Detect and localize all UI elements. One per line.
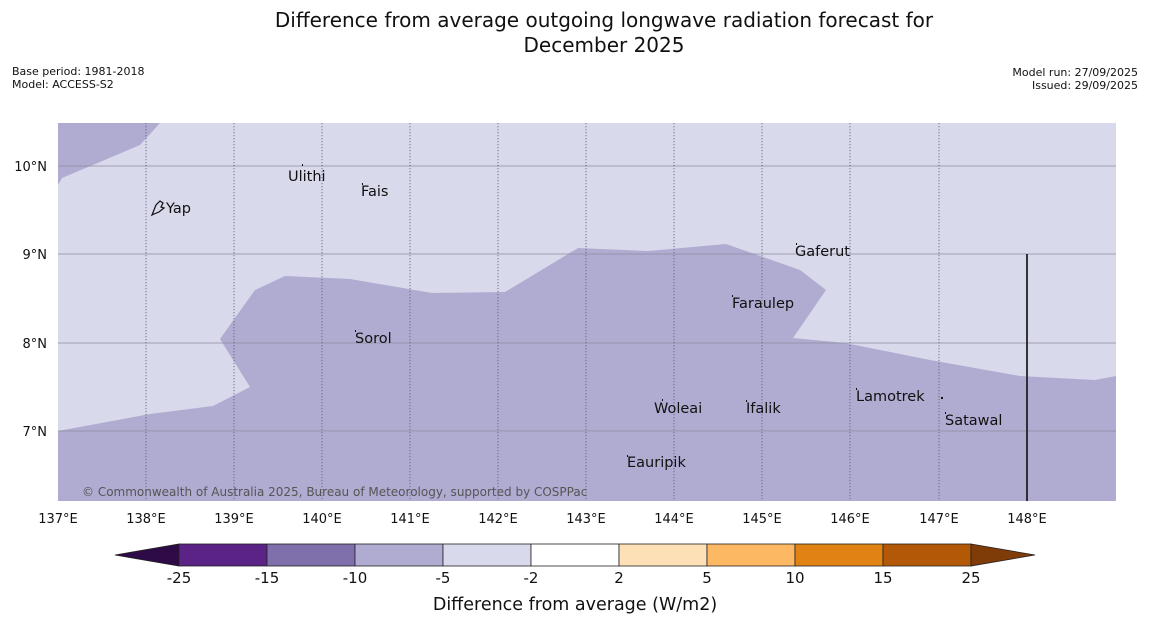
colorbar: -25 -15 -10 -5 -2 2 5 10 15 25 Differenc… [114, 543, 1036, 615]
place-ulithi: Ulithi [288, 169, 326, 185]
colorbar-label: -25 [167, 569, 192, 587]
island-markers [302, 164, 946, 457]
place-woleai: Woleai [654, 401, 702, 417]
colorbar-label: -5 [436, 569, 451, 587]
lon-tick-labels: 137°E 138°E 139°E 140°E 141°E 142°E 143°… [38, 512, 1047, 527]
colorbar-segment [706, 543, 796, 567]
colorbar-label: 5 [702, 569, 712, 587]
colorbar-label: -15 [255, 569, 280, 587]
colorbar-extend-high [970, 543, 1036, 567]
colorbar-extend-low [114, 543, 180, 567]
chart-title: Difference from average outgoing longwav… [0, 8, 1150, 58]
colorbar-segment [442, 543, 532, 567]
lon-tick: 145°E [742, 512, 782, 527]
lon-tick: 142°E [478, 512, 518, 527]
base-period: Base period: 1981-2018 [12, 65, 145, 78]
lat-tick-labels: 10°N 9°N 8°N 7°N [14, 160, 47, 440]
place-yap: Yap [165, 201, 191, 217]
lon-tick: 140°E [302, 512, 342, 527]
colorbar-label: 10 [785, 569, 804, 587]
model-run: Model run: 27/09/2025 [1012, 66, 1138, 79]
lat-tick: 8°N [23, 337, 48, 352]
place-satawal: Satawal [945, 413, 1002, 429]
colorbar-label: 2 [614, 569, 624, 587]
lon-tick: 143°E [566, 512, 606, 527]
meta-right: Model run: 27/09/2025 Issued: 29/09/2025 [1012, 66, 1138, 92]
yap-island-icon [150, 200, 166, 217]
copyright-notice: © Commonwealth of Australia 2025, Bureau… [82, 485, 587, 499]
colorbar-segment [178, 543, 268, 567]
place-eauripik: Eauripik [627, 455, 686, 471]
place-sorol: Sorol [355, 331, 392, 347]
colorbar-label: -10 [343, 569, 368, 587]
colorbar-label: 25 [961, 569, 980, 587]
colorbar-segment [354, 543, 444, 567]
place-lamotrek: Lamotrek [856, 389, 925, 405]
top-left-anomaly [58, 123, 160, 185]
colorbar-segment [794, 543, 884, 567]
lat-tick: 10°N [14, 160, 47, 175]
lon-tick: 144°E [654, 512, 694, 527]
colorbar-label: 15 [873, 569, 892, 587]
map-area: Yap Ulithi Fais Gaferut Faraulep Sorol L… [58, 123, 1116, 501]
lon-tick: 146°E [830, 512, 870, 527]
lat-tick: 7°N [23, 425, 48, 440]
model-name: Model: ACCESS-S2 [12, 78, 114, 91]
colorbar-segment [530, 543, 620, 567]
colorbar-segment [618, 543, 708, 567]
lon-tick: 137°E [38, 512, 78, 527]
issued-date: Issued: 29/09/2025 [1031, 79, 1138, 92]
title-line-2: December 2025 [523, 33, 685, 57]
place-faraulep: Faraulep [732, 296, 794, 312]
lon-tick: 139°E [214, 512, 254, 527]
place-fais: Fais [361, 184, 388, 200]
colorbar-label: -2 [524, 569, 539, 587]
lon-tick: 147°E [919, 512, 959, 527]
lat-tick: 9°N [23, 248, 48, 263]
title-line-1: Difference from average outgoing longwav… [274, 8, 934, 32]
colorbar-labels: -25 -15 -10 -5 -2 2 5 10 15 25 [167, 569, 981, 587]
colorbar-title: Difference from average (W/m2) [433, 595, 717, 615]
place-gaferut: Gaferut [795, 244, 850, 260]
lon-gridlines [145, 123, 940, 501]
main-anomaly-region [58, 244, 1116, 501]
lon-tick: 141°E [390, 512, 430, 527]
meta-left: Base period: 1981-2018 Model: ACCESS-S2 [12, 65, 144, 91]
lon-tick: 148°E [1007, 512, 1047, 527]
colorbar-segment [882, 543, 972, 567]
colorbar-segment [266, 543, 356, 567]
place-ifalik: Ifalik [746, 401, 781, 417]
lon-tick: 138°E [126, 512, 166, 527]
